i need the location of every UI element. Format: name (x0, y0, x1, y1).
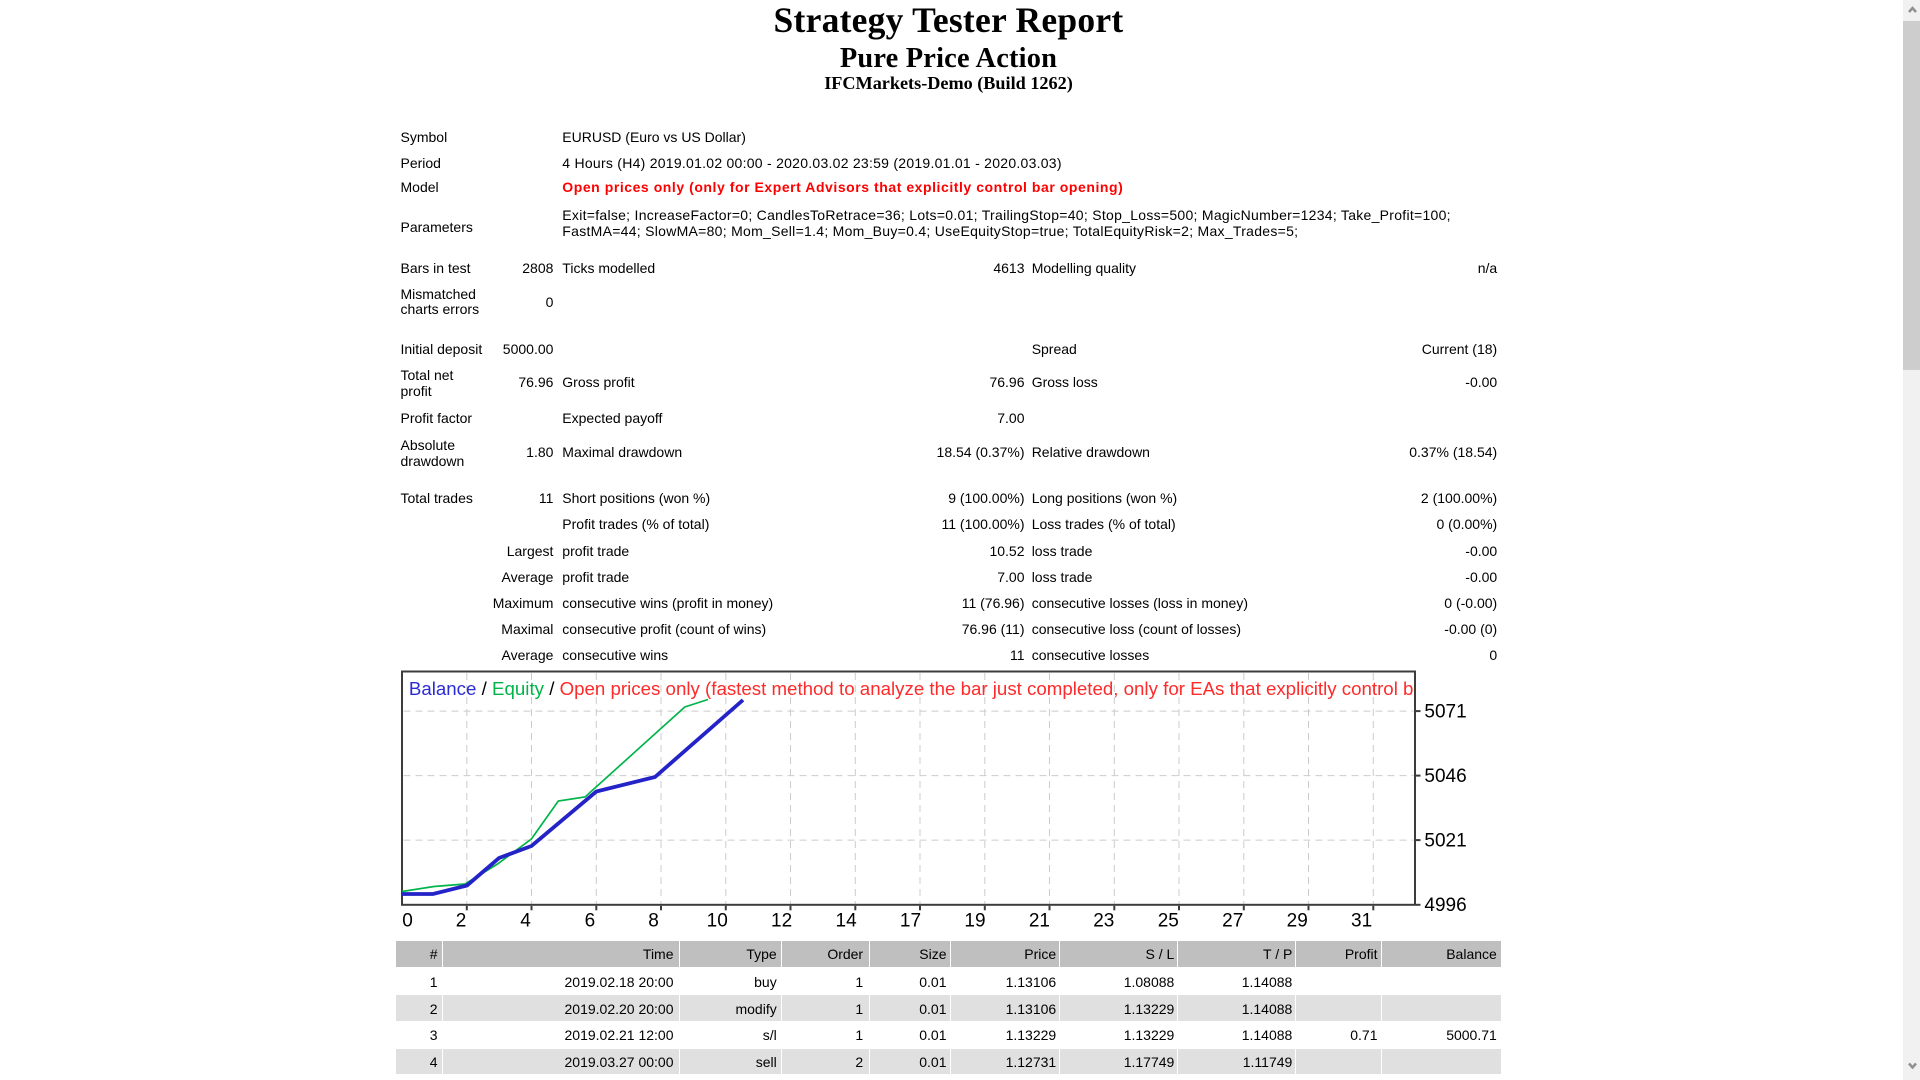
svg-text:4: 4 (520, 911, 531, 932)
svg-text:6: 6 (585, 911, 596, 932)
svg-text:12: 12 (771, 911, 792, 932)
svg-text:23: 23 (1093, 911, 1114, 932)
svg-text:25: 25 (1158, 911, 1179, 932)
svg-text:2: 2 (456, 911, 467, 932)
svg-text:17: 17 (900, 911, 921, 932)
svg-text:5021: 5021 (1424, 831, 1466, 852)
svg-text:5046: 5046 (1424, 766, 1466, 787)
svg-text:31: 31 (1351, 911, 1372, 932)
svg-text:5071: 5071 (1424, 702, 1466, 723)
svg-text:14: 14 (836, 911, 858, 932)
svg-text:10: 10 (707, 911, 728, 932)
svg-text:8: 8 (648, 911, 659, 932)
svg-text:4996: 4996 (1424, 895, 1466, 916)
svg-text:27: 27 (1222, 911, 1243, 932)
svg-text:0: 0 (402, 911, 413, 932)
svg-text:21: 21 (1029, 911, 1050, 932)
svg-text:19: 19 (964, 911, 985, 932)
svg-text:29: 29 (1287, 911, 1308, 932)
